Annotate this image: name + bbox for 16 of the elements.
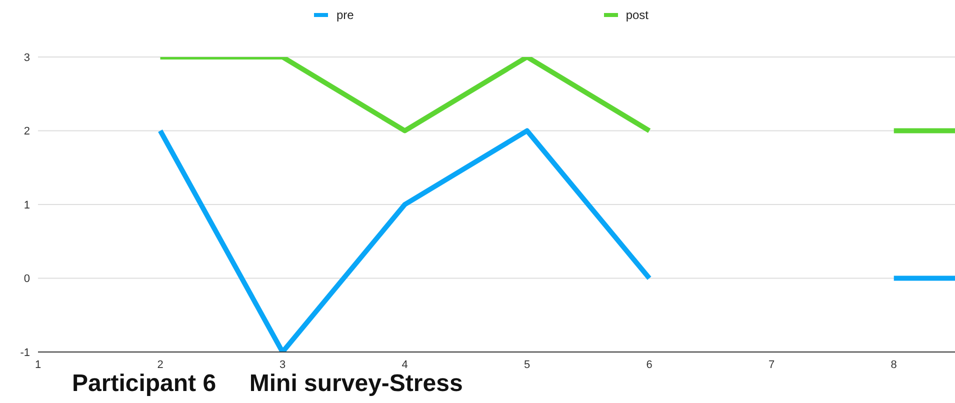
- x-tick-label: 1: [34, 358, 42, 371]
- legend-label: pre: [336, 8, 354, 22]
- x-tick-label: 2: [157, 358, 164, 371]
- x-tick-label: 6: [646, 358, 652, 371]
- x-tick-label: 7: [768, 358, 775, 371]
- legend-label: post: [626, 8, 649, 22]
- y-tick-label: -1: [20, 346, 30, 359]
- y-tick-label: 3: [24, 52, 30, 64]
- x-tick-label: 3: [279, 358, 286, 371]
- x-tick-label: 4: [402, 358, 408, 371]
- y-tick-label: 2: [24, 126, 30, 138]
- text: Participant 6 Mini survey-Stress: [72, 370, 463, 398]
- x-tick-label: 8: [890, 358, 897, 371]
- y-tick-label: 0: [24, 273, 30, 286]
- y-tick-label: 1: [24, 199, 30, 212]
- x-tick-label: 5: [524, 358, 530, 371]
